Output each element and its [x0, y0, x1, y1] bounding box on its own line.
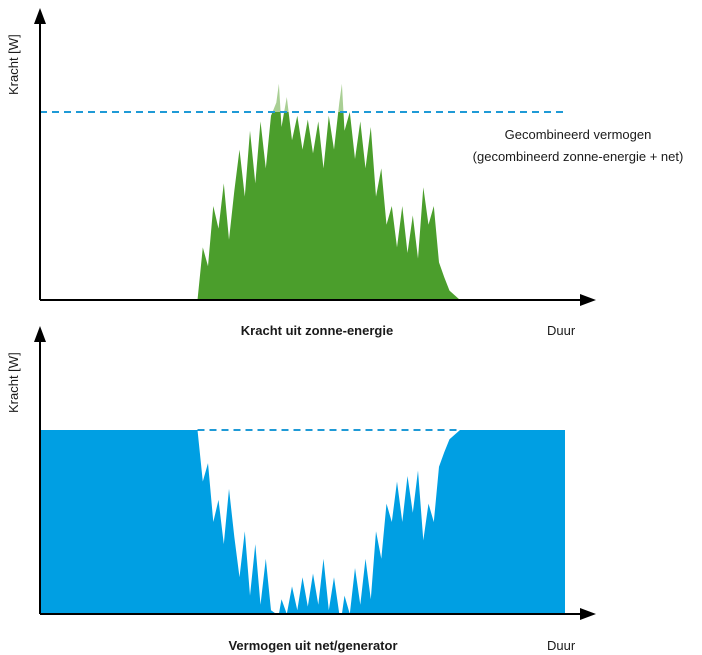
- top-y-axis-label: Kracht [W]: [6, 34, 21, 95]
- solar-power-area: [197, 112, 460, 300]
- top-y-axis-arrow: [34, 8, 46, 24]
- bottom-y-axis-arrow: [34, 326, 46, 342]
- top-x-axis-label: Kracht uit zonne-energie: [241, 323, 393, 338]
- top-x-axis-arrow: [580, 294, 596, 306]
- combined-power-label-line2: (gecombineerd zonne-energie + net): [473, 149, 684, 164]
- combined-power-label-line1: Gecombineerd vermogen: [505, 127, 652, 142]
- solar-excess-area: [272, 83, 350, 112]
- bottom-chart: Kracht [W] Vermogen uit net/generator Du…: [6, 326, 596, 653]
- top-chart: Kracht [W] Kracht uit zonne-energie Duur…: [6, 8, 683, 338]
- top-duration-label: Duur: [547, 323, 576, 338]
- bottom-y-axis-label: Kracht [W]: [6, 352, 21, 413]
- grid-power-area: [40, 430, 565, 614]
- bottom-x-axis-label: Vermogen uit net/generator: [228, 638, 397, 653]
- bottom-x-axis-arrow: [580, 608, 596, 620]
- bottom-duration-label: Duur: [547, 638, 576, 653]
